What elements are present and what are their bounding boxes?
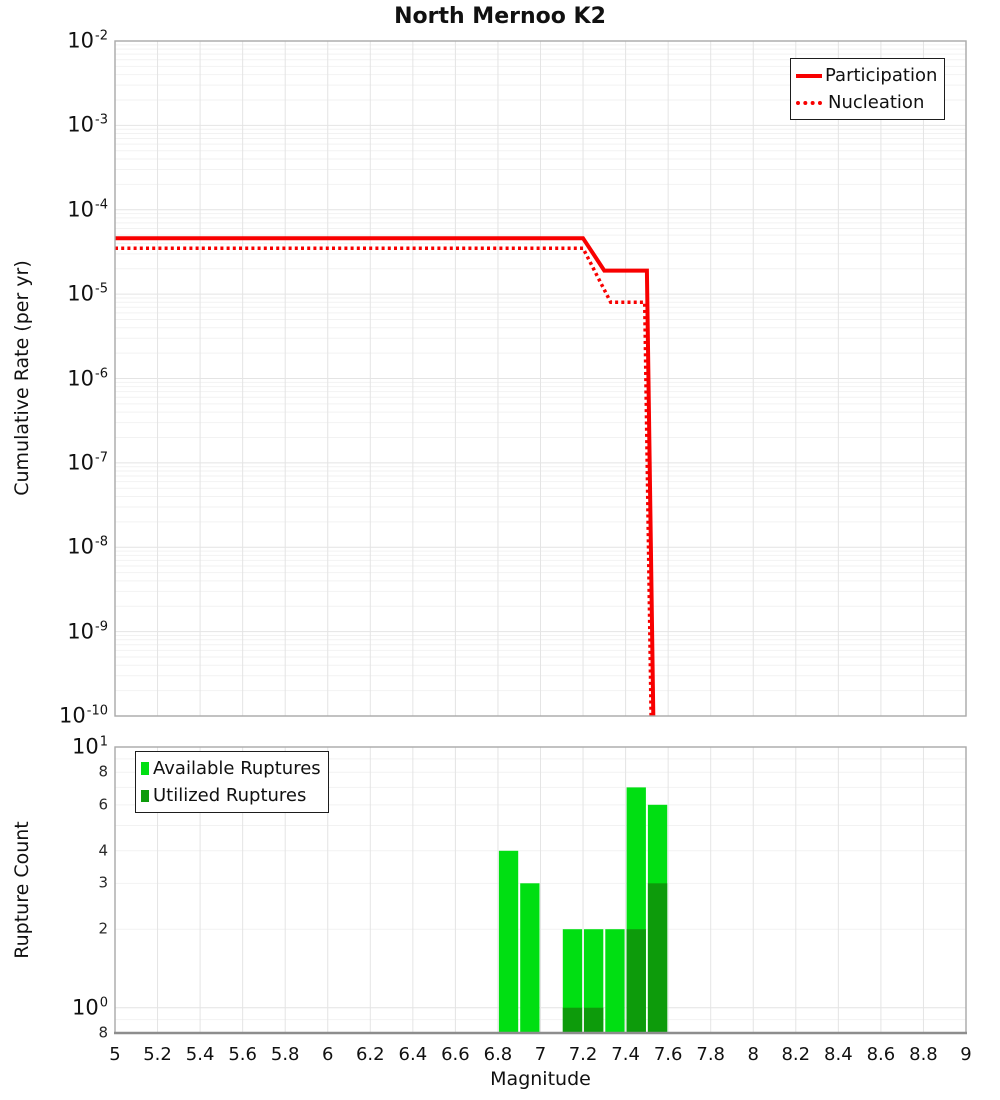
legend-item-nucleation: Nucleation — [796, 89, 937, 116]
utilized-bar — [562, 1007, 583, 1033]
rate-axis-title: Cumulative Rate (per yr) — [11, 260, 33, 496]
available-ruptures-swatch — [141, 762, 149, 775]
legend-item-participation: Participation — [796, 62, 937, 89]
nucleation-line-swatch — [796, 100, 822, 105]
count-axis-title: Rupture Count — [11, 821, 33, 959]
nucleation-line — [115, 246, 653, 717]
participation-line — [115, 236, 656, 717]
available-bar — [605, 929, 625, 1033]
rate-legend: Participation Nucleation — [790, 58, 946, 120]
major-gridlines — [115, 40, 966, 1033]
rupture-legend: Available Ruptures Utilized Ruptures — [135, 751, 329, 813]
magnitude-axis-title: Magnitude — [490, 1068, 591, 1090]
legend-item-utilized: Utilized Ruptures — [141, 782, 321, 809]
available-bar — [520, 883, 540, 1033]
available-bar — [498, 850, 519, 1033]
rate-panel-border — [114, 40, 967, 717]
utilized-bar — [584, 1007, 604, 1033]
utilized-bar — [647, 883, 668, 1033]
legend-label-utilized: Utilized Ruptures — [153, 785, 307, 806]
available-bar — [562, 929, 583, 1033]
utilized-ruptures-bars — [562, 883, 668, 1033]
page-title: North Mernoo K2 — [394, 4, 606, 29]
legend-label-nucleation: Nucleation — [828, 92, 925, 113]
legend-item-available: Available Ruptures — [141, 755, 321, 782]
utilized-ruptures-swatch — [141, 789, 149, 802]
participation-line-swatch — [796, 73, 822, 78]
legend-label-participation: Participation — [825, 65, 938, 86]
available-bar — [584, 929, 604, 1033]
legend-label-available: Available Ruptures — [153, 758, 321, 779]
utilized-bar — [626, 929, 646, 1033]
